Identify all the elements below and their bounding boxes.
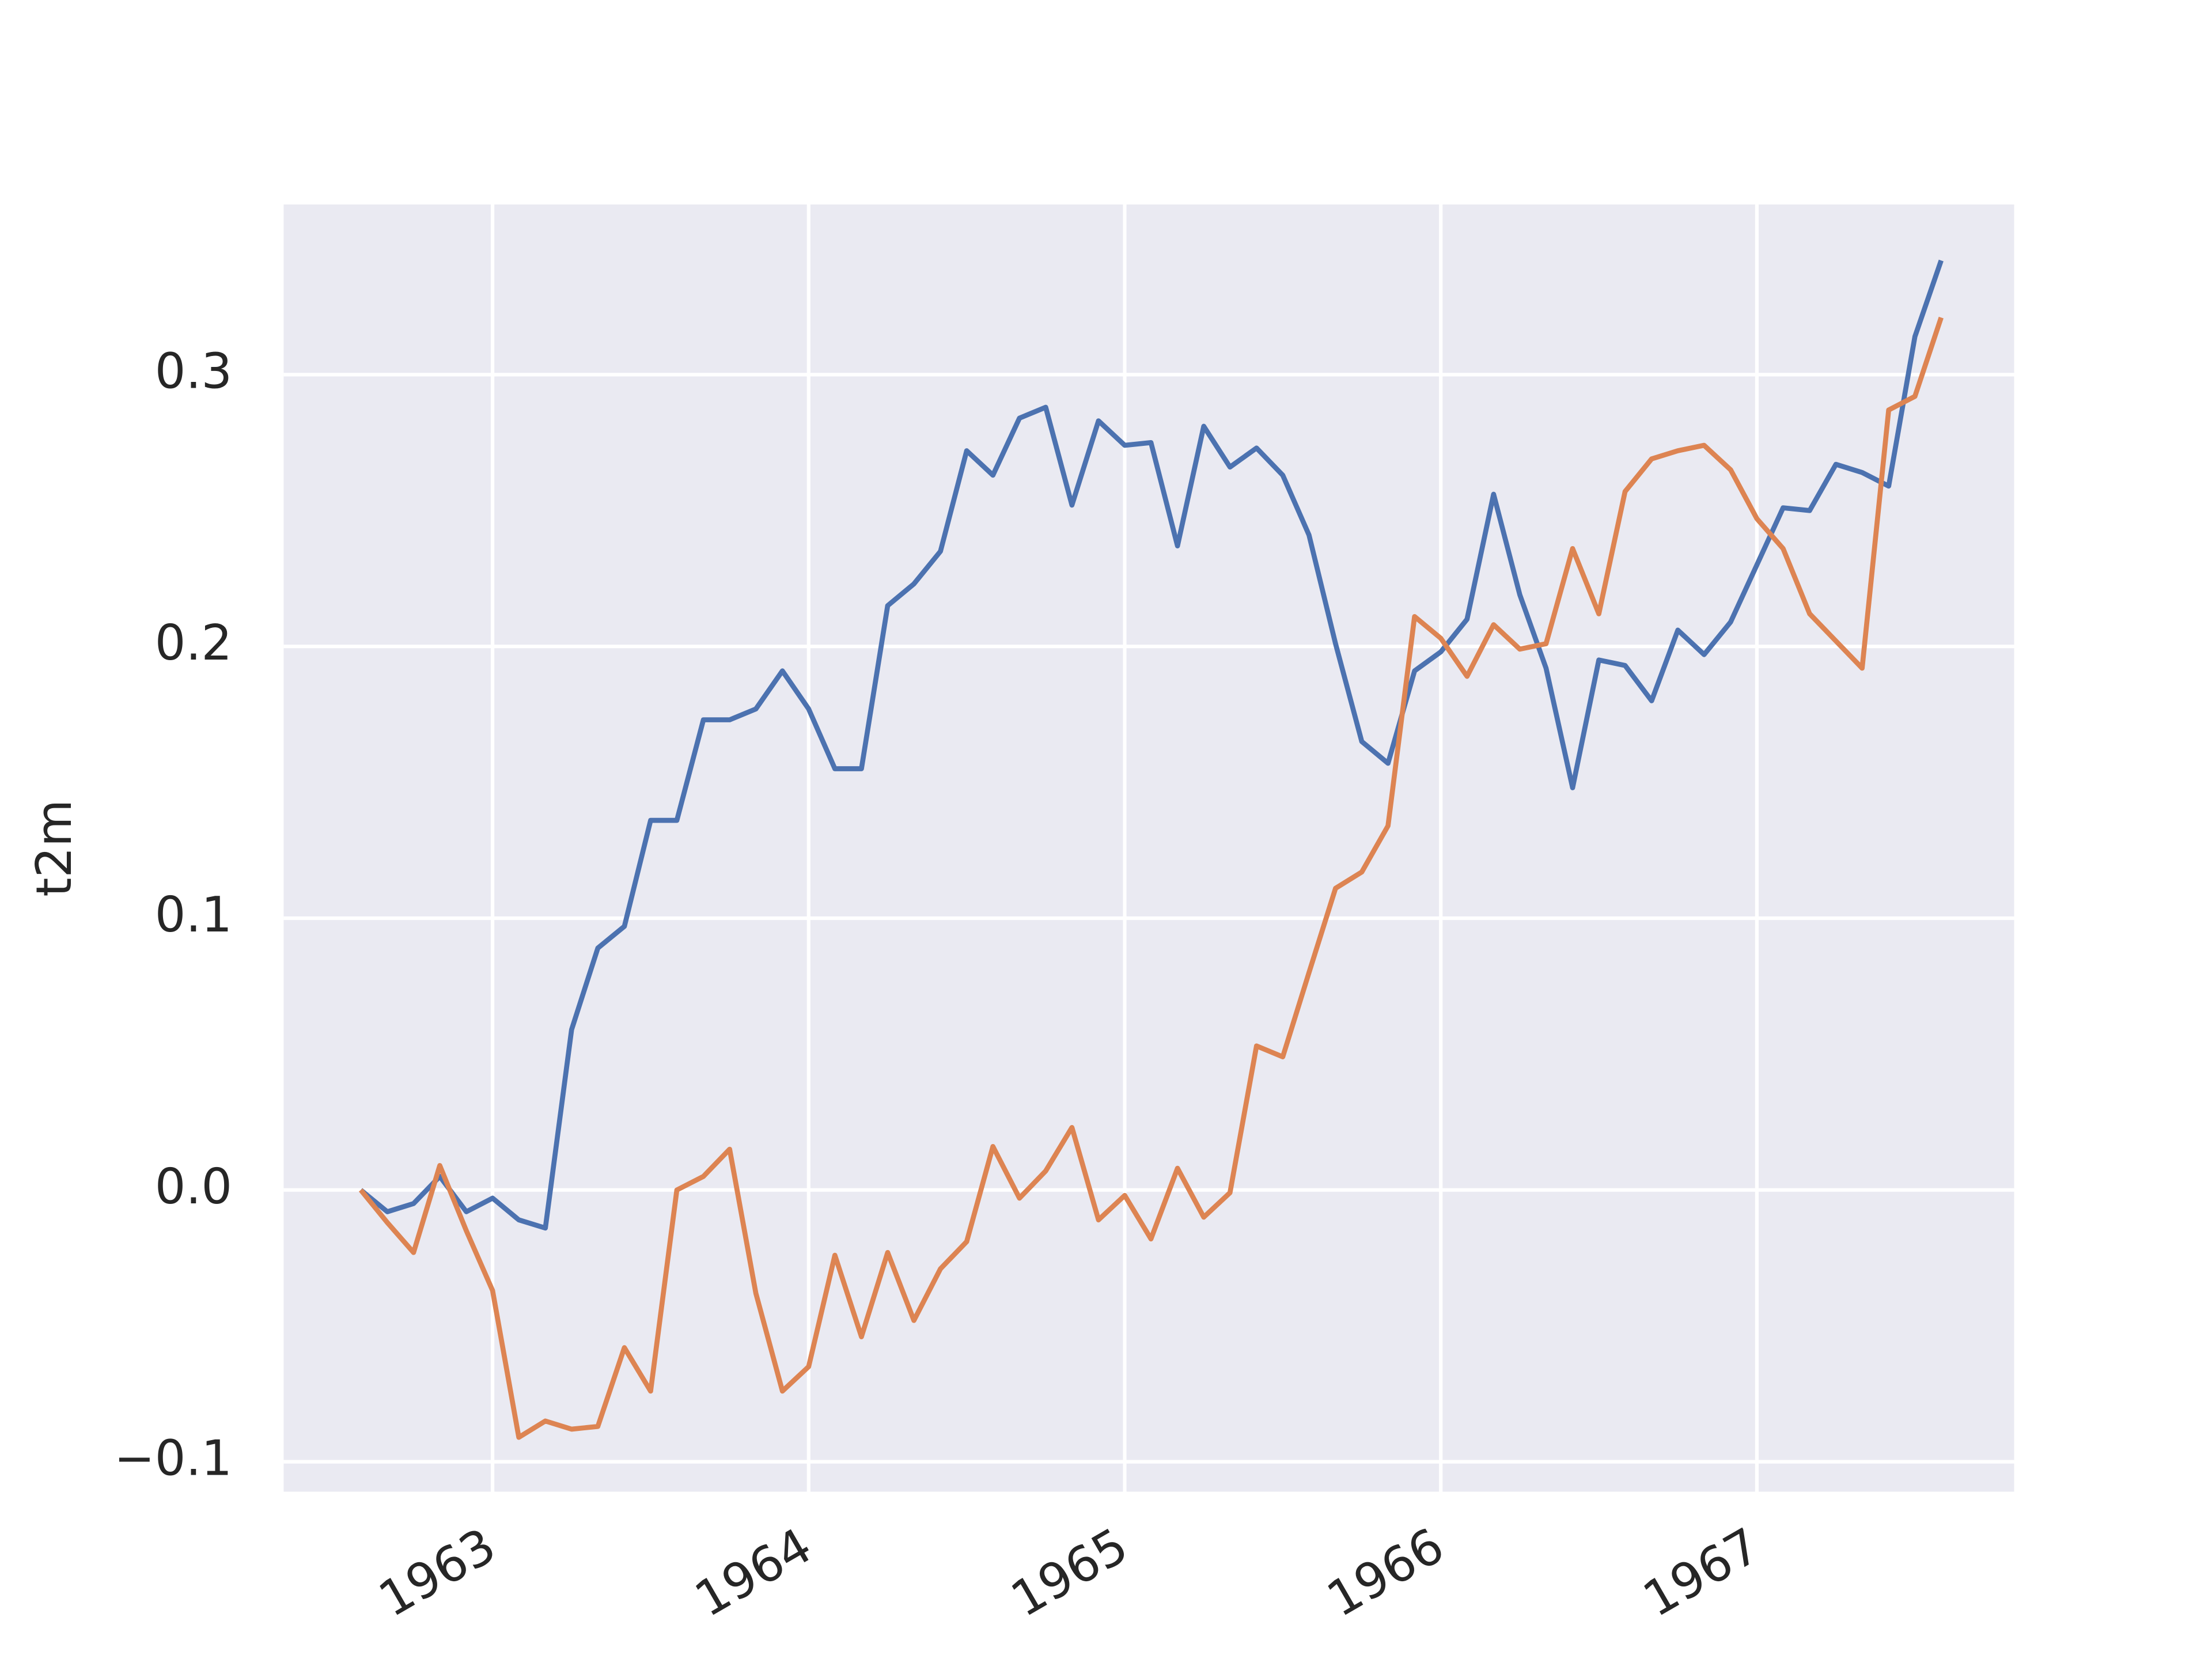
- y-tick-label: 0.0: [155, 1158, 232, 1215]
- x-tick-label: 1963: [370, 1517, 505, 1628]
- line-series: [358, 316, 1944, 1440]
- y-tick-label: 0.2: [155, 615, 232, 671]
- x-tick-label: 1965: [1002, 1517, 1137, 1628]
- x-tick-label: 1967: [1634, 1517, 1769, 1628]
- x-tick-label: 1964: [685, 1517, 821, 1628]
- plot-area: [283, 204, 2014, 1492]
- x-axis-label: time: [1068, 1653, 1178, 1659]
- y-axis-label: t2m: [26, 800, 82, 897]
- y-tick-label: −0.1: [114, 1430, 232, 1487]
- y-tick-label: 0.3: [155, 343, 232, 399]
- y-tick-label: 0.1: [155, 887, 232, 943]
- line-series: [359, 259, 1944, 1231]
- x-tick-label: 1966: [1318, 1517, 1453, 1628]
